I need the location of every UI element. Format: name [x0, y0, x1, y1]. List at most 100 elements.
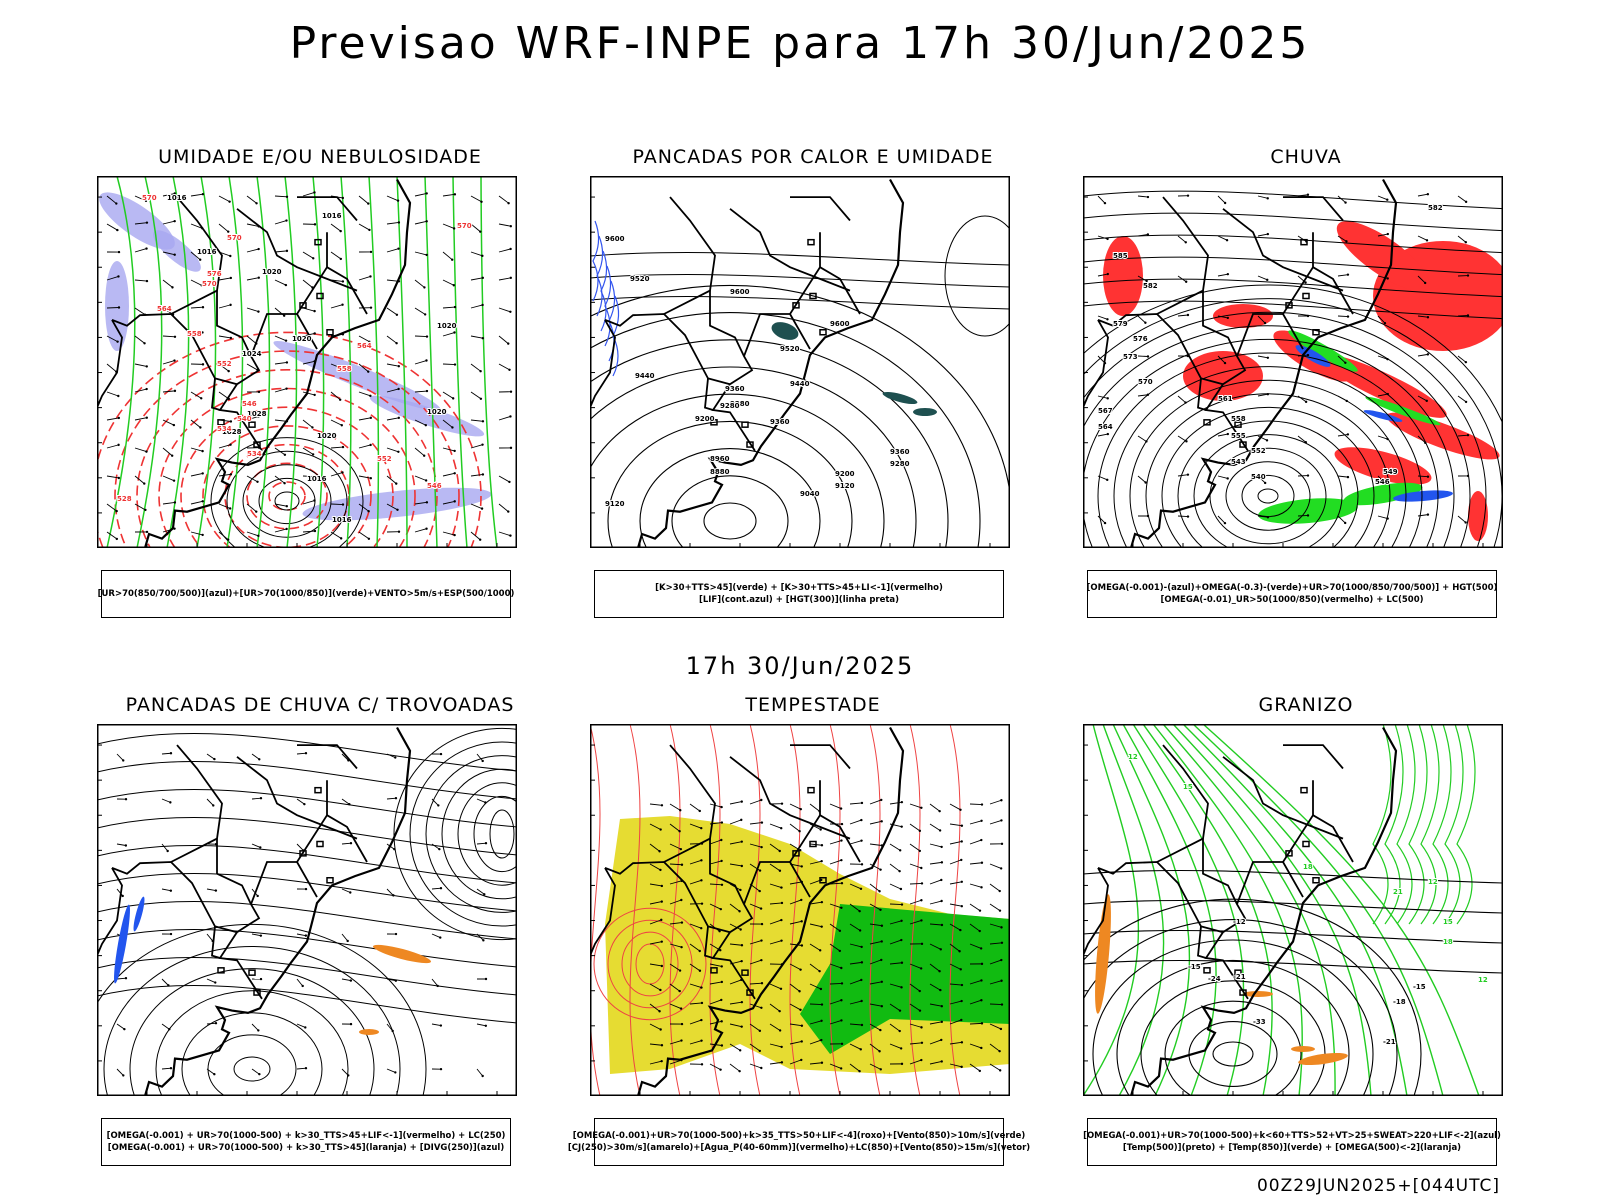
wind-vector: [414, 390, 427, 393]
wind-vector: [969, 1043, 982, 1049]
wind-vector-head: [425, 389, 429, 393]
streamline-arrow: [341, 753, 349, 761]
state-border: [1312, 814, 1354, 863]
streamline-arrow-head: [1146, 393, 1150, 396]
streamline-arrow-head: [1423, 281, 1427, 285]
streamline-arrow-head: [391, 1029, 394, 1033]
wind-vector-head: [720, 883, 724, 887]
streamline-arrow-head: [1266, 232, 1270, 236]
wind-vector-head: [367, 370, 370, 373]
wind-vector: [442, 472, 455, 477]
streamline-arrow: [1417, 514, 1428, 517]
legend-box: [OMEGA(-0.001)+UR>70(1000-500)+k>35_TTS>…: [568, 1118, 1030, 1166]
wind-vector: [498, 531, 511, 537]
geopotential-label: 540: [1251, 473, 1266, 481]
temp-850-contour: [1444, 724, 1464, 925]
height-contour: [590, 366, 917, 548]
geopotential-contour: [1177, 420, 1359, 548]
wind-vector: [442, 531, 455, 536]
wind-vector: [442, 193, 455, 197]
wind-vector: [218, 195, 230, 203]
streamline-arrow-head: [1426, 353, 1430, 356]
humidity-green-contour: [256, 176, 271, 548]
wind-vector: [929, 823, 941, 831]
wind-vector: [442, 251, 453, 261]
geopotential-contour: [1129, 379, 1407, 548]
wind-vector: [729, 1043, 741, 1051]
wind-vector-head: [678, 969, 682, 972]
wind-vector-head: [840, 966, 843, 970]
wind-vector-head: [660, 804, 664, 807]
wind-vector: [470, 251, 483, 257]
omega-area: [1243, 991, 1273, 997]
temp-500-contour: [1092, 939, 1374, 1096]
wind-vector-head: [481, 420, 485, 423]
streamline-arrow: [476, 888, 485, 895]
state-border: [1236, 313, 1283, 357]
wind-vector: [869, 941, 882, 945]
panel-title: UMIDADE E/OU NEBULOSIDADE: [158, 146, 482, 168]
wind-vector: [869, 820, 882, 825]
wind-vector: [749, 959, 762, 965]
wind-vector-head: [285, 387, 288, 390]
streamline-arrow: [1377, 315, 1386, 324]
streamline-arrow: [206, 1022, 217, 1025]
wind-vector-head: [738, 910, 741, 913]
wind-vector: [749, 799, 762, 805]
streamline-arrow: [1097, 395, 1108, 399]
state-border: [211, 378, 221, 411]
wind-vector-head: [397, 247, 400, 250]
wind-vector: [302, 251, 314, 259]
wind-vector: [709, 839, 722, 845]
streamline-arrow-head: [1265, 439, 1269, 442]
state-border: [704, 926, 714, 959]
streamline-arrow: [251, 753, 260, 760]
wind-vector-head: [860, 863, 864, 866]
temp-500-label: -18: [1393, 998, 1406, 1006]
streamline-arrow-head: [1425, 239, 1429, 242]
wind-vector-head: [145, 530, 149, 534]
state-border: [729, 208, 851, 292]
lake-marker: [1300, 238, 1308, 246]
wind-vector: [989, 980, 1002, 985]
legend-line: [OMEGA(-0.001)-(azul)+OMEGA(-0.3)-(verde…: [1086, 583, 1498, 593]
streamline-arrow-head: [438, 847, 441, 851]
streamline: [207, 1034, 297, 1096]
lake-marker: [807, 786, 815, 794]
state-border: [1281, 232, 1314, 350]
wind-vector-head: [257, 415, 260, 418]
wind-vector: [330, 503, 344, 506]
wind-vector-head: [509, 534, 512, 537]
lake-marker: [819, 329, 827, 336]
state-border: [97, 319, 123, 408]
wind-vector: [949, 943, 960, 952]
wind-vector-head: [980, 999, 983, 1002]
streamline-arrow-head: [439, 752, 443, 756]
streamline-arrow-head: [1103, 201, 1107, 205]
height-contour: [590, 339, 949, 548]
wind-vector: [989, 799, 1002, 805]
temp-500-contour: [1116, 959, 1350, 1096]
streamline-arrow-head: [1106, 237, 1109, 241]
geopotential-label: 564: [1098, 423, 1113, 431]
wind-vector: [809, 963, 820, 972]
wind-vector: [190, 500, 203, 505]
wind-vector-head: [450, 258, 454, 261]
page-title: Previsao WRF-INPE para 17h 30/Jun/2025: [289, 18, 1311, 69]
streamline-arrow-head: [1466, 433, 1470, 437]
wind-vector-head: [998, 1069, 1002, 1072]
wind-vector: [769, 883, 782, 888]
wind-vector-head: [117, 275, 120, 278]
wind-vector: [989, 903, 1001, 912]
wind-vector-head: [339, 537, 343, 540]
wind-vector: [889, 920, 902, 925]
wind-vector-head: [980, 861, 984, 864]
wind-vector-head: [840, 982, 844, 985]
lake-marker: [326, 877, 334, 884]
streamline-arrow: [251, 1068, 260, 1075]
temp-500-contour: [1083, 899, 1503, 914]
streamline-arrow: [1377, 515, 1388, 520]
streamline-arrow-head: [122, 759, 125, 762]
wind-vector: [869, 959, 882, 965]
lake-marker: [792, 302, 800, 309]
